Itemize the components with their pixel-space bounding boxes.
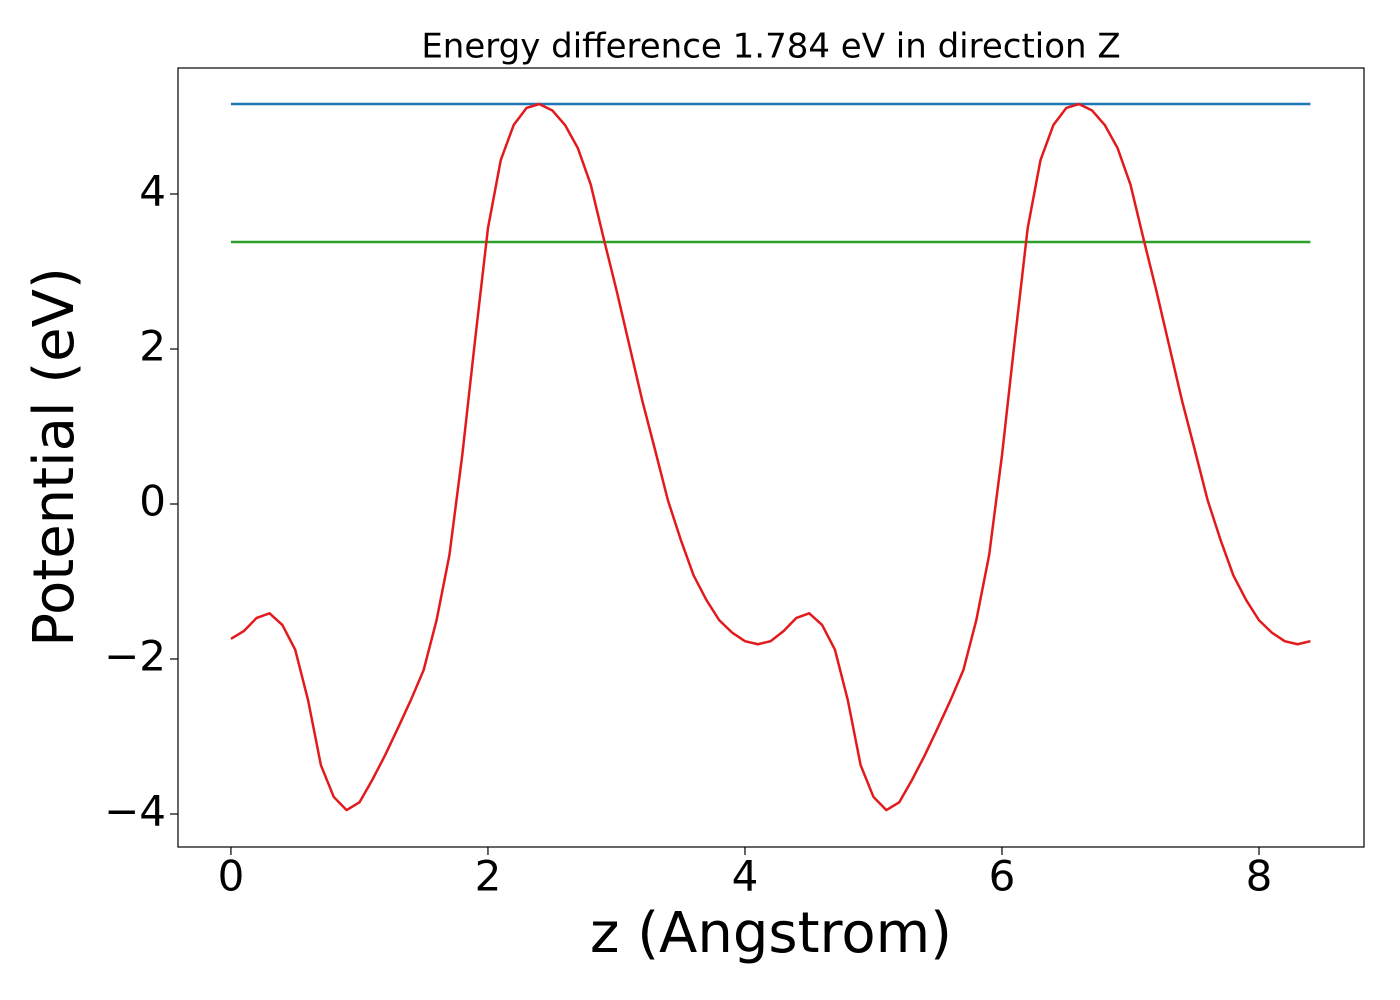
x-tick-label: 4 [732, 852, 759, 901]
y-tick-label: −2 [104, 631, 166, 680]
y-tick-label: 0 [139, 476, 166, 525]
chart-title: Energy difference 1.784 eV in direction … [421, 27, 1120, 67]
y-axis-label: Potential (eV) [22, 267, 87, 647]
x-tick-label: 6 [989, 852, 1016, 901]
x-axis-label: z (Angstrom) [590, 901, 952, 966]
y-tick-label: −4 [104, 786, 166, 835]
x-tick-label: 8 [1246, 852, 1273, 901]
y-tick-label: 4 [139, 167, 166, 216]
plot-frame [177, 67, 1365, 848]
x-tick-label: 0 [218, 852, 245, 901]
y-tick-label: 2 [139, 322, 166, 371]
series-line [230, 102, 1311, 812]
x-tick-label: 2 [475, 852, 502, 901]
